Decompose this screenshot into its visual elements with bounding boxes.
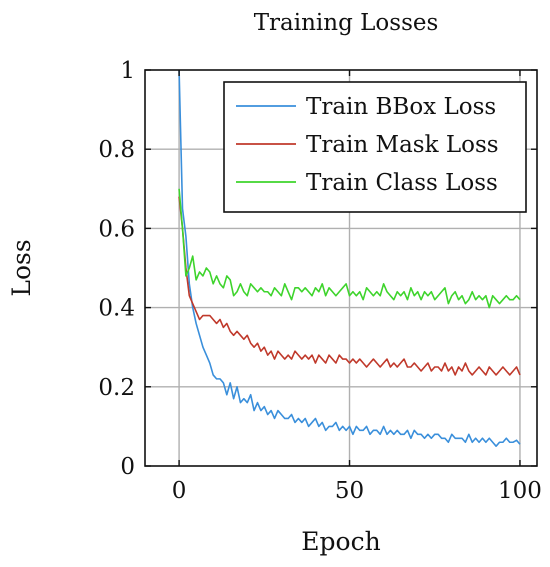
chart-title: Training Losses: [254, 10, 439, 36]
plot-frame: [144, 69, 538, 467]
y-axis-title: Loss: [7, 239, 36, 296]
series-line-train-class-loss: [178, 188, 521, 309]
series-line-train-bbox-loss: [178, 70, 521, 448]
legend-label: Train Class Loss: [306, 170, 498, 196]
y-tick-label: 0.8: [98, 137, 135, 163]
legend-box: [223, 81, 527, 213]
x-tick-label: 100: [498, 478, 542, 504]
legend-label: Train Mask Loss: [306, 132, 499, 158]
y-tick-label: 0.2: [98, 375, 135, 401]
x-tick-label: 50: [335, 478, 364, 504]
y-tick-label: 0.6: [98, 216, 135, 242]
series-lines: [178, 70, 521, 448]
y-tick-label: 0: [120, 454, 135, 480]
axis-ticks: 0 0.2 0.4 0.6 0.8 1 0 50 100: [98, 58, 541, 504]
y-tick-label: 1: [120, 58, 135, 84]
legend-label: Train BBox Loss: [306, 94, 496, 120]
x-tick-label: 0: [172, 478, 187, 504]
series-line-train-mask-loss: [178, 196, 521, 376]
legend: Train BBox Loss Train Mask Loss Train Clas…: [223, 81, 527, 213]
y-tick-label: 0.4: [98, 296, 135, 322]
x-axis-title: Epoch: [301, 527, 380, 556]
